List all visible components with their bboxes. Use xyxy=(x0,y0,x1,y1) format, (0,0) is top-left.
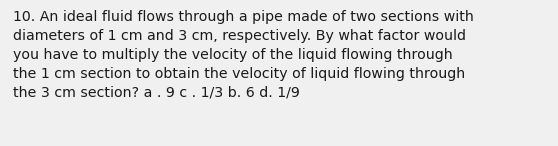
Text: 10. An ideal fluid flows through a pipe made of two sections with
diameters of 1: 10. An ideal fluid flows through a pipe … xyxy=(13,10,474,100)
